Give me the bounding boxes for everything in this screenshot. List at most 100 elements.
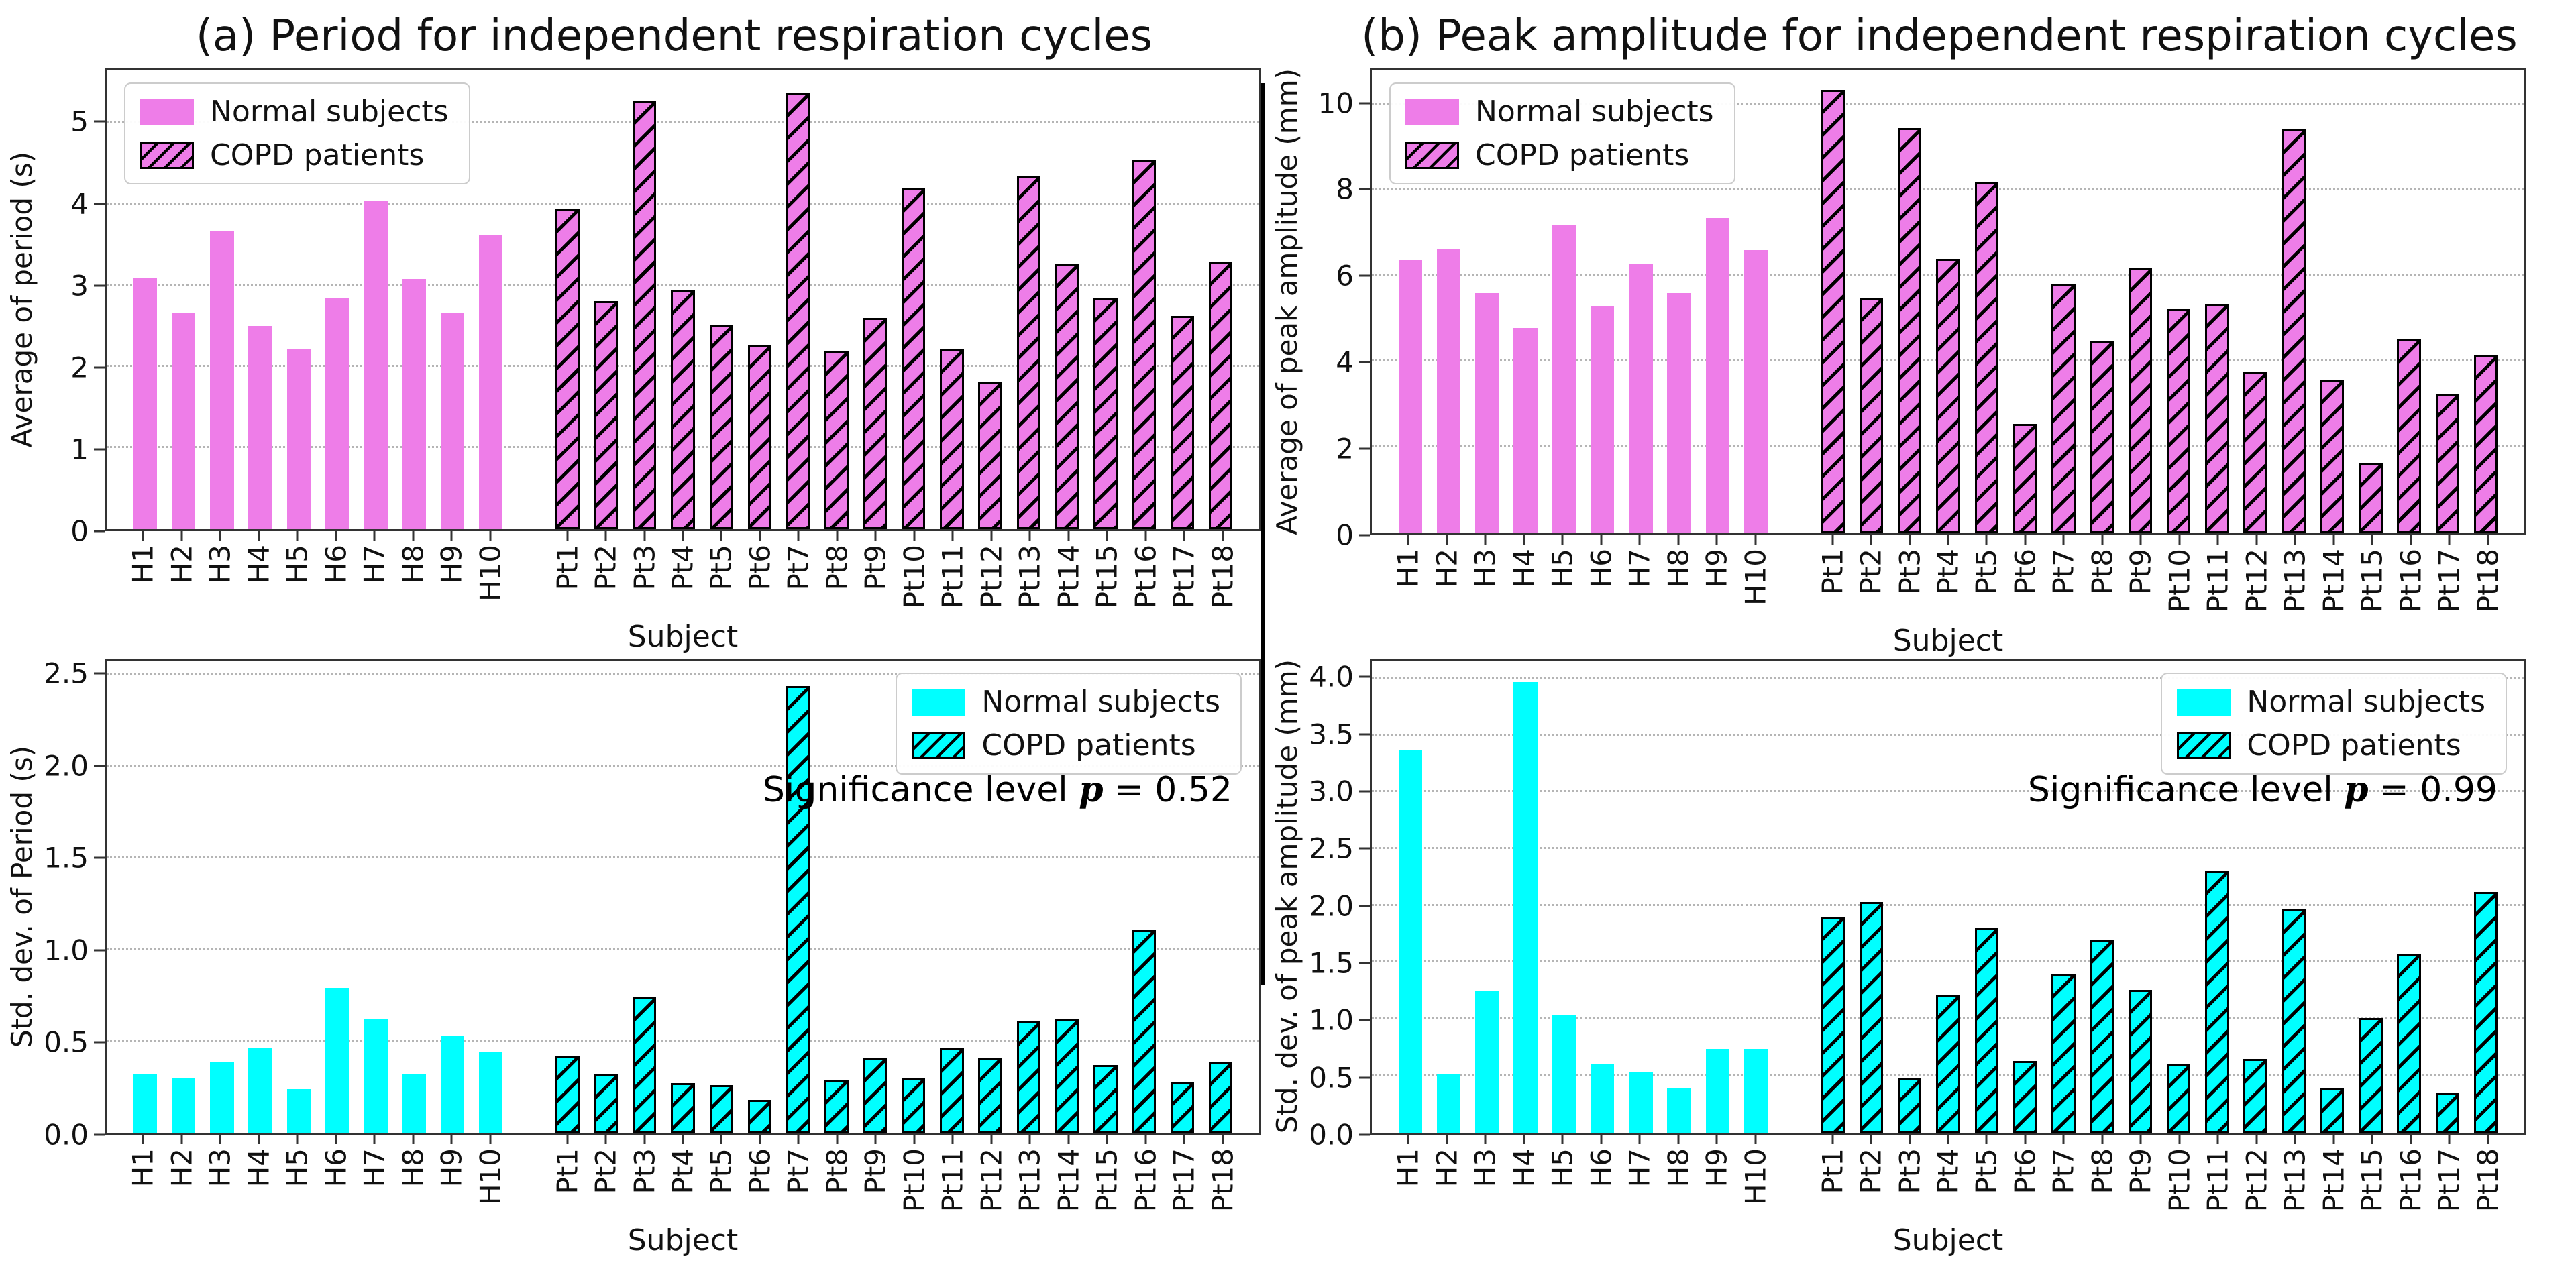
x-tick-label-Pt2: Pt2 [589, 545, 623, 591]
x-tick-label-H4: H4 [1507, 548, 1541, 588]
gridline [1372, 960, 2524, 963]
bar-H5 [286, 1088, 311, 1133]
plot-area: Normal subjects COPD patients Significance… [105, 659, 1261, 1135]
bar-Pt7 [786, 686, 810, 1133]
y-tick-label: 4 [70, 187, 89, 221]
bar-Pt14 [1055, 1019, 1079, 1133]
x-tick-mark [1028, 531, 1031, 541]
bar-Pt15 [2359, 1018, 2383, 1133]
bar-H9 [440, 312, 465, 529]
y-tick-mark [1359, 1019, 1370, 1021]
bar-Pt6 [747, 345, 772, 529]
x-tick-mark [1909, 1135, 1911, 1144]
legend-entry: COPD patients [140, 138, 449, 172]
x-tick-label-Pt16: Pt16 [1129, 545, 1163, 609]
bar-Pt18 [2473, 892, 2498, 1133]
x-tick-mark [1144, 531, 1147, 541]
x-tick-label-Pt3: Pt3 [1893, 1148, 1927, 1194]
bar-Pt12 [978, 1058, 1002, 1133]
bar-H10 [478, 235, 503, 529]
bar-Pt12 [2243, 372, 2267, 533]
x-tick-label-Pt9: Pt9 [859, 1148, 892, 1194]
legend-swatch-solid [1405, 98, 1459, 125]
legend-label: Normal subjects [210, 95, 449, 129]
y-tick-mark [94, 203, 105, 205]
x-tick-label-Pt5: Pt5 [1970, 548, 2003, 595]
x-tick-mark [2216, 1135, 2219, 1144]
x-tick-label-H6: H6 [1585, 548, 1618, 588]
x-axis-ticks: H1 H2 H3 H4 H5 H6 H7 H8 H9 H10 Pt1 Pt2 Pt3 Pt4 Pt5 Pt6 P… [1370, 1135, 2526, 1223]
chart-average-period: Average of period (s) 0 1 2 3 4 5 Normal subjec… [0, 68, 1261, 659]
x-tick-mark [1638, 535, 1641, 545]
bar-Pt5 [709, 324, 733, 529]
y-tick-mark [94, 856, 105, 859]
x-tick-mark [142, 531, 144, 541]
x-tick-mark [1446, 535, 1448, 545]
x-tick-label-H3: H3 [1468, 548, 1502, 588]
panel-b-title: (b) Peak amplitude for independent respi… [1361, 11, 2518, 61]
x-tick-label-H10: H10 [474, 1148, 507, 1206]
panel-a: (a) Period for independent respiration c… [0, 4, 1261, 1287]
x-tick-label-Pt18: Pt18 [1206, 545, 1240, 609]
x-tick-label-H7: H7 [1623, 548, 1656, 588]
significance-annotation: Significance level p = 0.99 [2027, 769, 2498, 810]
bar-Pt18 [1208, 261, 1233, 529]
gridline [107, 1039, 1259, 1042]
bar-Pt1 [1821, 89, 1845, 533]
y-tick-label: 0.0 [1309, 1118, 1354, 1152]
bar-H9 [1705, 1048, 1730, 1133]
gridline [107, 121, 1259, 123]
x-tick-mark [913, 531, 916, 541]
x-tick-label-Pt4: Pt4 [666, 1148, 700, 1194]
x-tick-mark [1222, 1135, 1224, 1144]
x-tick-label-Pt7: Pt7 [782, 1148, 815, 1194]
chart-average-peak-amplitude: Average of peak amplitude (mm) 0 2 4 6 8 10 Nor… [1265, 68, 2526, 659]
y-tick-mark [1359, 733, 1370, 736]
bar-H6 [325, 988, 350, 1133]
y-tick-mark [1359, 790, 1370, 793]
y-tick-label: 3.5 [1309, 718, 1354, 751]
bar-H3 [210, 230, 234, 529]
x-tick-label-H2: H2 [1430, 548, 1464, 588]
x-tick-mark [1677, 1135, 1680, 1144]
y-axis-label: Std. dev. of peak amplitude (mm) [1270, 659, 1303, 1134]
x-tick-mark [2062, 535, 2065, 545]
x-tick-label-Pt12: Pt12 [2240, 548, 2273, 612]
bar-H7 [364, 200, 388, 529]
bar-Pt2 [594, 300, 619, 529]
bar-Pt13 [1016, 176, 1041, 529]
bar-Pt7 [2051, 974, 2076, 1133]
x-tick-mark [1600, 1135, 1603, 1144]
x-tick-mark [1106, 1135, 1108, 1144]
x-tick-mark [1561, 1135, 1564, 1144]
bar-H6 [1590, 1064, 1615, 1133]
bar-Pt16 [2397, 339, 2421, 533]
x-tick-label-H9: H9 [435, 1148, 468, 1188]
x-tick-label-Pt15: Pt15 [1090, 1148, 1124, 1213]
y-tick-mark [1359, 102, 1370, 105]
y-tick-label: 1.5 [44, 841, 89, 875]
bar-Pt8 [824, 351, 849, 529]
bar-Pt4 [671, 1083, 695, 1133]
x-tick-mark [2448, 535, 2451, 545]
bar-Pt3 [632, 997, 657, 1133]
legend-entry: COPD patients [2177, 728, 2485, 763]
x-tick-mark [1484, 1135, 1487, 1144]
x-tick-label-Pt4: Pt4 [1931, 548, 1965, 595]
x-tick-mark [258, 1135, 260, 1144]
x-tick-mark [1183, 531, 1185, 541]
chart-std-dev-period: Std. dev. of Period (s) 0.0 0.5 1.0 1.5 2.0 2.… [0, 657, 1261, 1262]
legend-label: Normal subjects [981, 685, 1220, 719]
x-tick-label-H3: H3 [1468, 1148, 1502, 1188]
gridline [107, 673, 1259, 675]
legend-entry: Normal subjects [140, 95, 449, 129]
legend-entry: COPD patients [1405, 138, 1714, 172]
bar-Pt18 [2473, 355, 2498, 533]
x-tick-mark [1144, 1135, 1147, 1144]
x-tick-mark [2332, 535, 2335, 545]
y-tick-mark [1359, 1076, 1370, 1079]
x-axis-label: Subject [627, 620, 739, 654]
y-axis-ticks: 0.0 0.5 1.0 1.5 2.0 2.5 [43, 657, 105, 1152]
y-tick-label: 3 [70, 269, 89, 302]
bar-H6 [325, 297, 350, 529]
